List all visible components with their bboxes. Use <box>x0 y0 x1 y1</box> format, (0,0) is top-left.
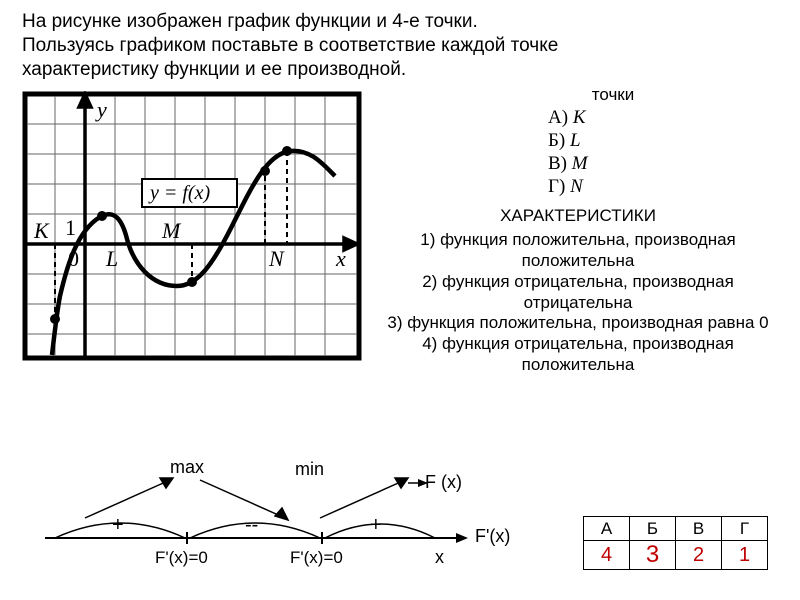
ans-head-v: В <box>676 517 722 541</box>
min-label: min <box>295 459 324 479</box>
ans-head-a: А <box>584 517 630 541</box>
svg-text:L: L <box>105 246 118 271</box>
characteristics-heading: ХАРАКТЕРИСТИКИ <box>378 206 778 226</box>
minus: -- <box>245 514 258 536</box>
line-3: характеристику функции и ее производной. <box>22 59 406 80</box>
char-2: 2) функция отрицательна, производная отр… <box>378 272 778 313</box>
line-1: На рисунке изображен график функции и 4-… <box>22 11 478 32</box>
svg-text:1: 1 <box>65 215 76 240</box>
plus-1: + <box>112 514 124 536</box>
function-graph: y x 1 0 K L M N y = f(x) <box>22 91 362 361</box>
ans-val-g: 1 <box>722 541 768 570</box>
zero-2: F'(x)=0 <box>290 548 343 567</box>
points-heading: точки <box>448 85 778 105</box>
line-2: Пользуясь графиком поставьте в соответст… <box>22 35 558 56</box>
x-axis-label: x <box>335 246 346 271</box>
svg-text:K: K <box>33 218 50 243</box>
zero-1: F'(x)=0 <box>155 548 208 567</box>
x-label: x <box>435 547 444 567</box>
fprime-label: F'(x) <box>475 526 510 546</box>
fx-label: F (x) <box>425 472 462 492</box>
char-1: 1) функция положительна, производная пол… <box>378 230 778 271</box>
plus-2: + <box>370 514 382 536</box>
characteristics-list: 1) функция положительна, производная пол… <box>378 230 778 375</box>
ans-head-b: Б <box>630 517 676 541</box>
answer-table: А Б В Г 4 3 2 1 <box>583 516 768 570</box>
points-list: А) K Б) L В) M Г) N <box>548 107 778 198</box>
max-label: max <box>170 458 204 477</box>
svg-text:y = f(x): y = f(x) <box>148 182 210 204</box>
svg-text:N: N <box>268 246 285 271</box>
ans-val-b: 3 <box>630 541 676 570</box>
svg-text:M: M <box>161 218 182 243</box>
char-4: 4) функция отрицательна, производная пол… <box>378 334 778 375</box>
svg-text:0: 0 <box>68 246 79 271</box>
problem-text: На рисунке изображен график функции и 4-… <box>22 10 778 81</box>
y-axis-label: y <box>95 97 107 122</box>
ans-val-v: 2 <box>676 541 722 570</box>
ans-head-g: Г <box>722 517 768 541</box>
char-3: 3) функция положительна, производная рав… <box>378 313 778 334</box>
ans-val-a: 4 <box>584 541 630 570</box>
